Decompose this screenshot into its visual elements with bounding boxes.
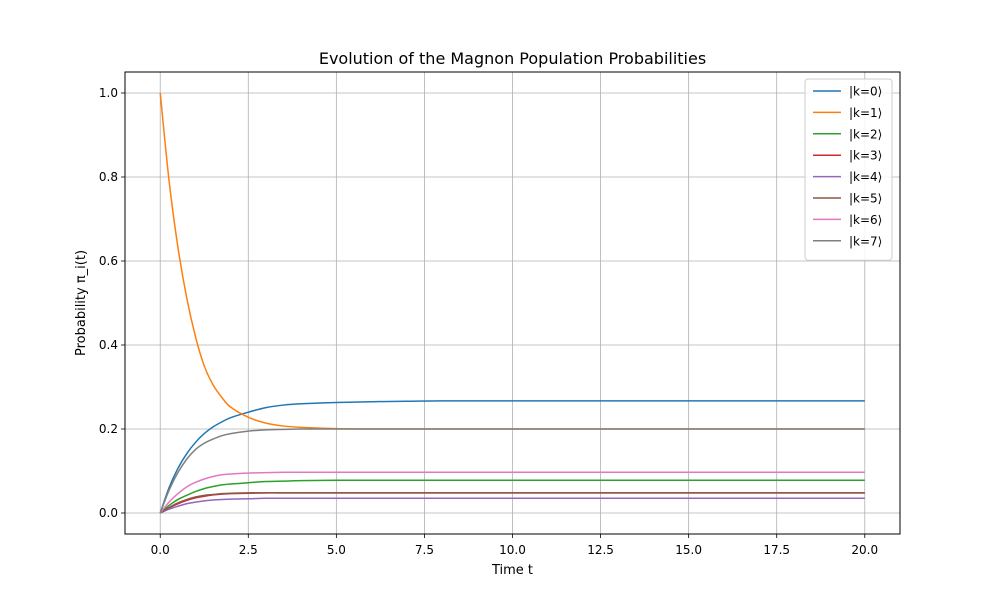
x-tick-label: 20.0 — [851, 543, 878, 557]
series-line-k5 — [159, 492, 865, 514]
x-tick-label: 10.0 — [499, 543, 526, 557]
series-line-k0 — [159, 400, 865, 514]
x-tick-label: 12.5 — [587, 543, 614, 557]
x-tick-label: 15.0 — [675, 543, 702, 557]
series-lines — [159, 92, 865, 514]
legend-entry-label: |k=5⟩ — [849, 192, 882, 206]
chart-title: Evolution of the Magnon Population Proba… — [319, 49, 706, 68]
x-tick-label: 17.5 — [763, 543, 790, 557]
y-axis-label: Probability π_i(t) — [74, 250, 89, 356]
y-tick-label: 0.2 — [99, 422, 118, 436]
series-line-k4 — [159, 497, 865, 514]
x-tick-label: 2.5 — [239, 543, 258, 557]
legend-entry-label: |k=3⟩ — [849, 149, 882, 163]
x-tick-label: 7.5 — [415, 543, 434, 557]
legend-entry-label: |k=4⟩ — [849, 170, 882, 184]
y-tick-label: 0.0 — [99, 506, 118, 520]
legend-entry-label: |k=6⟩ — [849, 213, 882, 227]
x-tick-label: 5.0 — [327, 543, 346, 557]
y-tick-label: 0.8 — [99, 170, 118, 184]
legend-entry-label: |k=0⟩ — [849, 85, 882, 99]
y-tick-label: 0.4 — [99, 338, 118, 352]
legend-box — [804, 78, 893, 261]
series-line-k7 — [159, 428, 865, 514]
legend: |k=0⟩ |k=1⟩ |k=2⟩ |k=3⟩ |k=4⟩ |k=5⟩ |k=6⟩ |k=7⟩ — [804, 78, 893, 261]
series-line-k6 — [159, 471, 865, 514]
y-tick-label: 0.6 — [99, 254, 118, 268]
legend-entry-label: |k=1⟩ — [849, 106, 882, 120]
x-axis-label: Time t — [491, 563, 533, 578]
legend-entry-label: |k=2⟩ — [849, 127, 882, 141]
x-tick-label: 0.0 — [151, 543, 170, 557]
legend-entry-label: |k=7⟩ — [849, 234, 882, 248]
series-line-k2 — [159, 479, 865, 514]
y-axis-ticks: 0.0 0.2 0.4 0.6 0.8 1.0 — [99, 86, 125, 520]
x-axis-ticks: 0.0 2.5 5.0 7.5 10.0 12.5 15.0 17.5 20.0 — [151, 534, 878, 557]
y-tick-label: 1.0 — [99, 86, 118, 100]
